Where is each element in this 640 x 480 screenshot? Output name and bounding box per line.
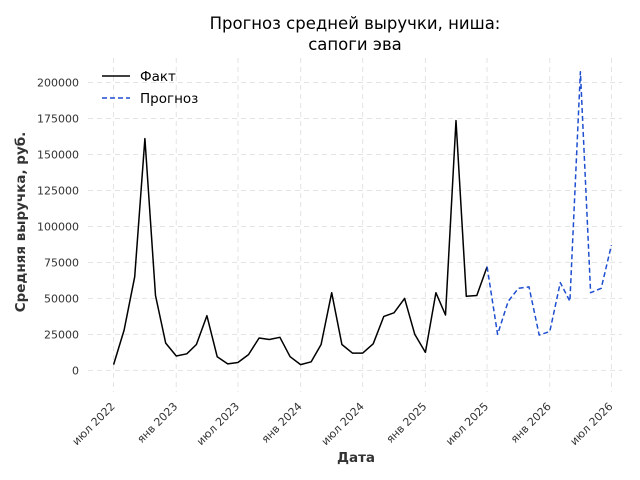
chart-title-line-2: сапоги эва [308, 35, 402, 54]
grid [88, 58, 622, 392]
x-tick-label: июл 2025 [443, 400, 491, 448]
y-axis-label: Средняя выручка, руб. [13, 132, 29, 313]
x-tick-label: янв 2023 [135, 400, 181, 446]
y-tick-label: 100000 [37, 220, 79, 233]
x-tick-label: июл 2026 [568, 400, 616, 448]
y-tick-label: 175000 [37, 112, 79, 125]
y-tick-label: 150000 [37, 148, 79, 161]
y-ticks: 0 25000 50000 75000 100000 125000 150000 175000… [37, 76, 79, 377]
y-tick-label: 200000 [37, 76, 79, 89]
legend-label-fact: Факт [140, 69, 176, 85]
y-tick-label: 0 [72, 364, 79, 377]
chart-title-line-1: Прогноз средней выручки, ниша: [210, 14, 501, 33]
x-tick-label: янв 2025 [384, 400, 430, 446]
y-tick-label: 50000 [44, 292, 79, 305]
y-tick-label: 75000 [44, 256, 79, 269]
x-tick-label: июл 2022 [70, 400, 118, 448]
y-tick-label: 125000 [37, 184, 79, 197]
x-tick-label: янв 2024 [259, 400, 305, 446]
series-layer [112, 70, 613, 366]
series-line-forecast [486, 70, 613, 336]
x-ticks: июл 2022 янв 2023 июл 2023 янв 2024 июл 2024… [70, 400, 616, 448]
series-line-fact [112, 119, 488, 366]
y-tick-label: 25000 [44, 328, 79, 341]
legend: Факт Прогноз [102, 69, 198, 107]
x-axis-label: Дата [337, 450, 375, 466]
x-tick-label: июл 2023 [194, 400, 242, 448]
legend-label-forecast: Прогноз [140, 91, 198, 107]
x-tick-label: янв 2026 [508, 400, 554, 446]
x-tick-label: июл 2024 [319, 400, 367, 448]
